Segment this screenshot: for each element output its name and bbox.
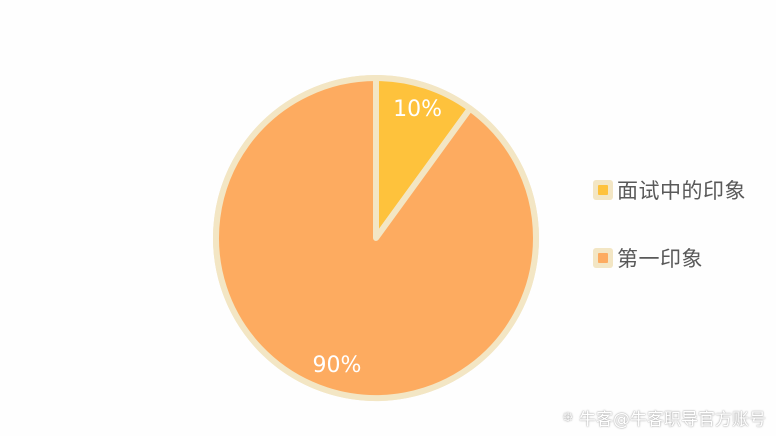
legend-label: 面试中的印象 [617, 179, 746, 203]
watermark: ᪥ 牛客@牛客职导官方账号 [562, 405, 766, 431]
slice-interview-impression[interactable] [373, 75, 474, 241]
legend-item-interview-impression[interactable]: 面试中的印象 [593, 172, 746, 208]
legend-swatch [593, 248, 613, 268]
slice-value-label: 10% [393, 97, 442, 122]
legend-label: 第一印象 [617, 247, 703, 271]
brand-logo-icon: ᪥ [562, 408, 573, 425]
slice-value-label: 90% [313, 353, 362, 378]
watermark-text: 牛客@牛客职导官方账号 [579, 410, 766, 430]
slice-first-impression[interactable] [213, 75, 539, 401]
legend-swatch [593, 180, 613, 200]
legend-item-first-impression[interactable]: 第一印象 [593, 240, 746, 276]
legend: 面试中的印象 第一印象 [593, 172, 746, 308]
